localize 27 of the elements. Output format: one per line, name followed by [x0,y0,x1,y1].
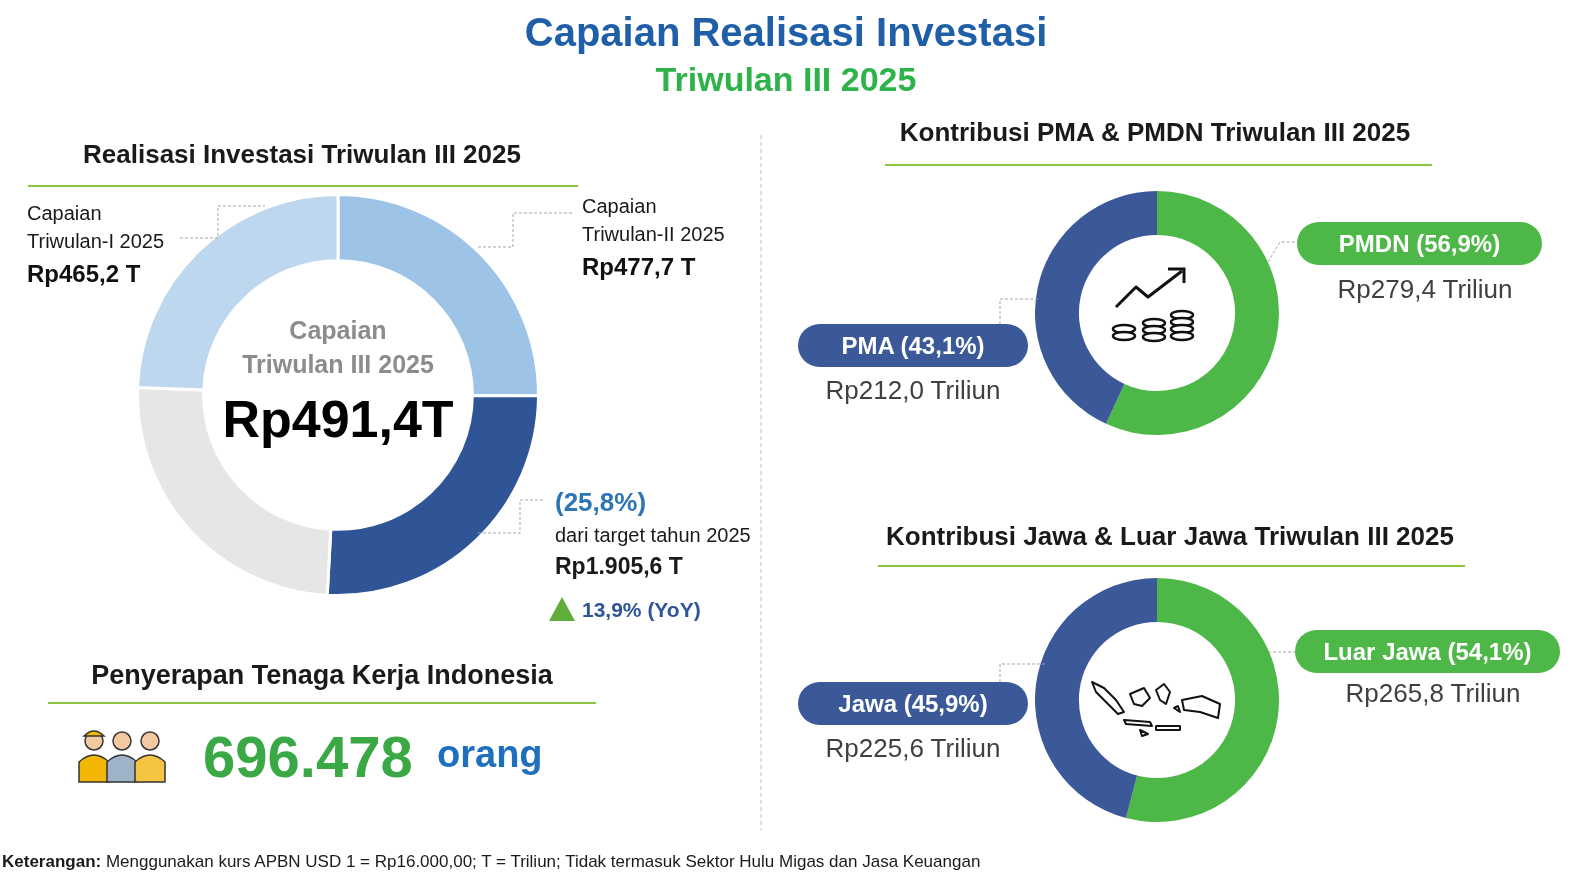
data-label: Rp212,0 Triliun [825,375,1001,407]
slice-label: Jawa (45,9%) [798,682,1028,725]
text: Capaian Realisasi Investasi [524,9,1048,56]
text: 13,9% (YoY) [582,597,701,623]
chart-title: Kontribusi Jawa & Luar Jawa Triwulan III 2025 [886,521,1454,553]
slice-label: Luar Jawa (54,1%) [1295,630,1560,673]
slice-label: Capaian Triwulan-II 2025 [582,194,726,247]
chart-title: Kontribusi PMA & PMDN Triwulan III 2025 [899,117,1411,149]
chart-title: Realisasi Investasi Triwulan III 2025 [83,139,521,171]
slice-label: Capaian Triwulan-I 2025 [27,201,166,254]
text: Triwulan III 2025 [655,58,917,100]
data-label: Rp279,4 Triliun [1337,274,1513,306]
data-label: Rp225,6 Triliun [825,733,1001,765]
slice-label: Capaian Triwulan III 2025 [241,315,435,380]
text: Penyerapan Tenaga Kerja Indonesia [91,658,553,692]
text: orang [437,732,543,778]
data-label: Rp477,7 T [582,252,696,282]
text: Rp1.905,6 T [555,553,683,581]
text: dari target tahun 2025 [555,523,751,547]
slice-label: PMDN (56,9%) [1297,222,1542,265]
data-label: Rp465,2 T [27,259,141,289]
slice-label: PMA (43,1%) [798,324,1028,367]
text: Keterangan: Menggunakan kurs APBN USD 1 = Rp16.000,00; T = Triliun; Tidak termasuk Sektor Hulu Migas dan Jasa Keuangan [2,851,981,873]
data-label: Rp491,4T [222,388,454,450]
text: 696.478 [203,723,413,792]
text: (25,8%) [555,487,647,519]
data-label: Rp265,8 Triliun [1345,678,1521,710]
